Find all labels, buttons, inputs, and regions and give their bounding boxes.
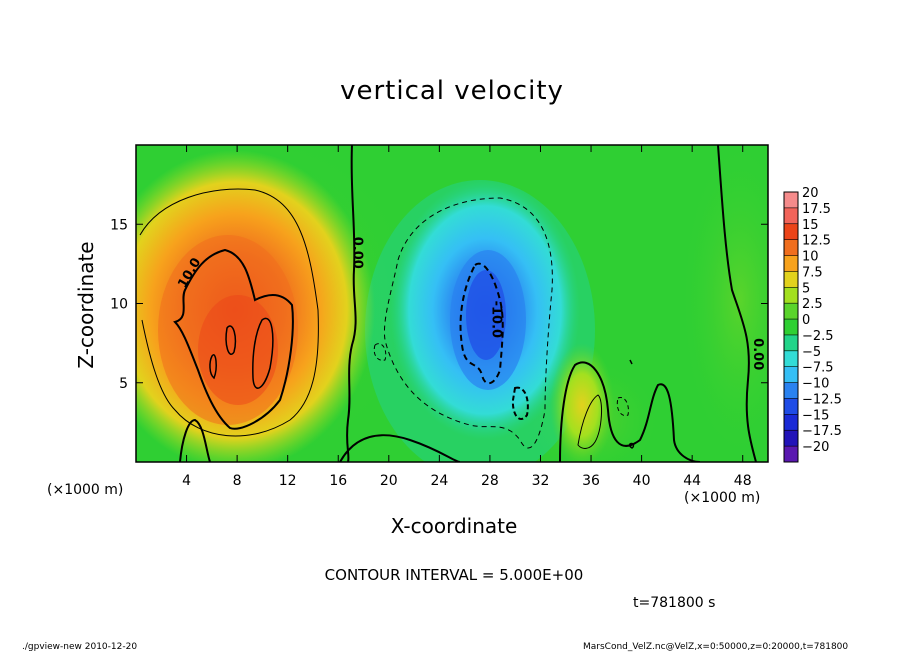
x-axis: 4 8 12 16 20 24 28 32 36 40 44 48 [182, 145, 752, 489]
contour-15a [225, 325, 237, 355]
x-tick-label: 8 [233, 473, 242, 489]
y-tick-label: 5 [119, 376, 128, 392]
x-axis-label: X-coordinate [390, 514, 518, 538]
colorbar-swatch [784, 414, 798, 431]
contour-neg10-b [511, 386, 529, 420]
time-label: t=781800 s [633, 595, 716, 611]
contour-label: 0.00 [750, 338, 765, 370]
x-tick-label: 36 [582, 473, 600, 489]
colorbar-swatch [784, 430, 798, 447]
contour-zero-3 [339, 434, 461, 462]
colorbar-swatch [784, 319, 798, 336]
colorbar-label: 12.5 [802, 234, 831, 249]
y-unit-label: (×1000 m) [47, 482, 124, 498]
colorbar-label: 2.5 [802, 297, 823, 312]
colorbar-swatch [784, 239, 798, 257]
x-tick-label: 28 [481, 473, 499, 489]
x-tick-label: 32 [532, 473, 550, 489]
colorbar-swatch [784, 350, 798, 368]
y-tick-label: 10 [110, 297, 128, 313]
contour-small-4 [628, 442, 635, 449]
x-tick-label: 12 [279, 473, 297, 489]
contour-15b [252, 317, 274, 389]
colorbar-swatch [784, 334, 798, 352]
colorbar-swatch [784, 192, 798, 209]
contour-label: 0.00 [349, 237, 364, 269]
colorbar-label: −12.5 [802, 392, 842, 407]
contour-15c [209, 354, 217, 380]
colorbar-label: −2.5 [802, 329, 834, 344]
contour-5-b [577, 394, 603, 449]
colorbar-label: −7.5 [802, 361, 834, 376]
contour-10 [173, 248, 294, 430]
contour-neg10 [459, 262, 504, 385]
x-tick-label: 48 [734, 473, 752, 489]
colorbar-label: −17.5 [802, 424, 842, 439]
footer-right: MarsCond_VelZ.nc@VelZ,x=0:50000,z=0:2000… [583, 642, 849, 652]
x-tick-label: 20 [380, 473, 398, 489]
contour-interval-text: CONTOUR INTERVAL = 5.000E+00 [324, 566, 584, 584]
footer-left: ./gpview-new 2010-12-20 [22, 642, 138, 652]
colorbar-swatch [784, 287, 798, 304]
x-tick-label: 44 [683, 473, 701, 489]
colorbar-label: 20 [802, 186, 819, 201]
contour-zero-2 [717, 145, 757, 462]
contour-zero-1 [346, 145, 357, 462]
contour-zero-5 [179, 418, 211, 462]
colorbar-swatch [784, 303, 798, 320]
colorbar: 2017.51512.5107.552.50−2.5−5−7.5−10−12.5… [783, 186, 842, 463]
colorbar-swatch [784, 446, 798, 463]
contour-small-3 [629, 359, 633, 365]
colorbar-label: 7.5 [802, 265, 823, 280]
y-axis: 5 10 15 [110, 217, 768, 392]
colorbar-label: 17.5 [802, 202, 831, 217]
x-tick-label: 40 [633, 473, 651, 489]
contour-small-1 [616, 396, 629, 417]
contour-small-2 [373, 343, 387, 361]
contour-lines [139, 145, 757, 462]
contour-neg5 [383, 197, 553, 449]
colorbar-label: −5 [802, 345, 821, 360]
colorbar-label: −20 [802, 440, 829, 455]
colorbar-label: 10 [802, 250, 819, 265]
colorbar-swatch [784, 382, 798, 399]
colorbar-swatch [784, 366, 798, 384]
colorbar-label: 0 [802, 313, 810, 328]
x-unit-label: (×1000 m) [684, 490, 761, 506]
velocity-field [136, 145, 768, 462]
colorbar-label: 5 [802, 281, 810, 296]
colorbar-label: −15 [802, 408, 829, 423]
colorbar-label: 15 [802, 218, 819, 233]
contour-label: -10.0 [488, 301, 503, 338]
y-tick-label: 15 [110, 217, 128, 233]
colorbar-label: −10 [802, 377, 829, 392]
colorbar-swatch [784, 271, 798, 288]
x-tick-label: 16 [329, 473, 347, 489]
colorbar-swatch [784, 398, 798, 415]
colorbar-swatch [784, 223, 798, 241]
colorbar-swatch [784, 207, 798, 225]
x-tick-label: 24 [430, 473, 448, 489]
contour-5 [139, 188, 319, 437]
chart-title: vertical velocity [340, 76, 564, 106]
x-tick-label: 4 [182, 473, 191, 489]
colorbar-swatch [784, 255, 798, 272]
